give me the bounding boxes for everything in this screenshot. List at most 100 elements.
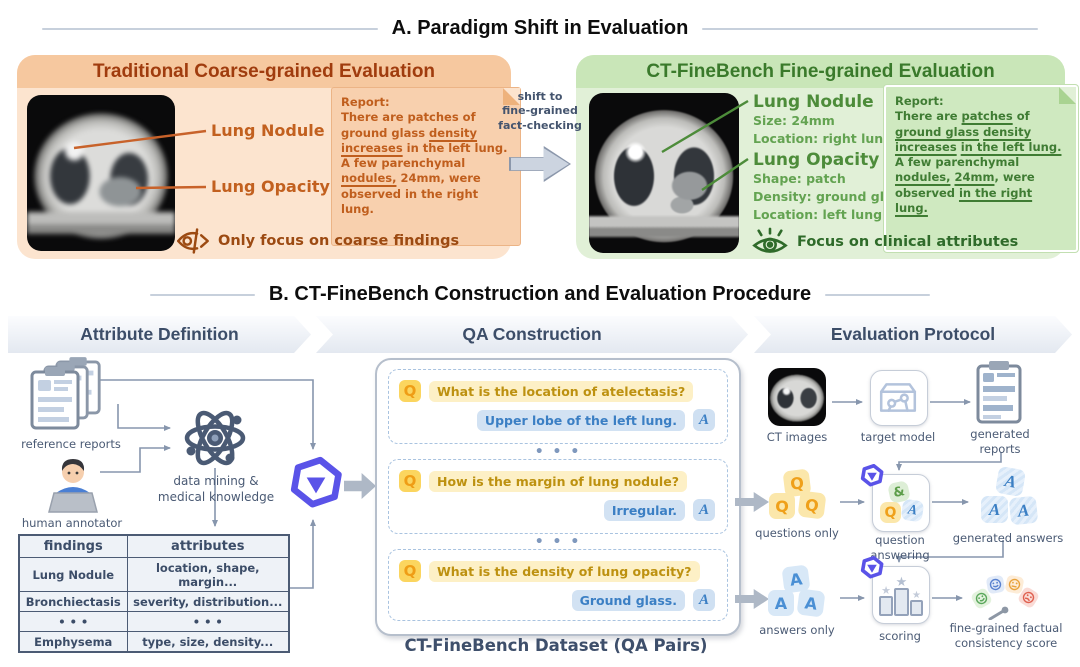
table-row: Emphysema type, size, density... [18, 631, 290, 653]
ct-image-coarse [27, 95, 175, 251]
qa-pair-card: Q What is the density of lung opacity? G… [388, 549, 728, 621]
fine-label-lung-opacity: Lung Opacity [753, 150, 880, 170]
report-body: There are patches of ground glass densit… [341, 110, 508, 216]
section-b-title: B. CT-FineBench Construction and Evaluat… [268, 283, 812, 305]
gauge-needle [988, 606, 1009, 620]
coarse-footer-text: Only focus on coarse findings [218, 233, 460, 249]
question-answering-icon: & Q A [872, 474, 930, 532]
findings-attributes-table: findings attributes Lung Nodule location… [18, 534, 290, 653]
qa-dataset-caption: CT-FineBench Dataset (QA Pairs) [404, 636, 708, 655]
coarse-report-note: Report: There are patches of ground glas… [331, 87, 521, 246]
report-body: There are patches of ground glass densit… [895, 109, 1062, 215]
table-row: Bronchiectasis severity, distribution... [18, 591, 290, 612]
eye-slash-icon [177, 228, 209, 254]
qa-dataset-box: Q What is the location of atelectasis? U… [375, 358, 741, 636]
answer-row: Irregular. A [389, 499, 715, 521]
section-a-header: A. Paradigm Shift in Evaluation [0, 17, 1080, 40]
finding-cell: Lung Nodule [18, 557, 128, 592]
finding-cell: Bronchiectasis [18, 591, 128, 612]
question-row: Q What is the density of lung opacity? [399, 560, 727, 582]
q-block: Q [769, 493, 795, 519]
a-badge: A [693, 409, 715, 431]
attributes-cell: type, size, density... [126, 631, 290, 653]
svg-text:★: ★ [881, 584, 891, 597]
finding-cell: Emphysema [18, 631, 128, 653]
fine-footer: Focus on clinical attributes [750, 226, 1018, 258]
column-header-findings: findings [18, 534, 128, 558]
llm-logo-icon [290, 456, 342, 508]
target-model-label: target model [860, 430, 936, 444]
a-tile: A [900, 498, 925, 523]
finebench-eval-title: CT-FineBench Fine-grained Evaluation [576, 55, 1065, 88]
human-annotator-label: human annotator [21, 516, 123, 530]
q-block: Q [797, 490, 827, 520]
gauge-segment-green [969, 586, 994, 611]
generated-reports-label: generated reports [970, 427, 1030, 456]
reference-reports-icon [30, 356, 122, 436]
question-text: What is the location of atelectasis? [429, 380, 694, 402]
q-badge: Q [399, 380, 421, 402]
shift-label: shift to fine-grained fact-checking [498, 90, 582, 132]
question-row: Q What is the location of atelectasis? [399, 380, 727, 402]
column-header-attributes: attributes [126, 534, 290, 558]
a-block: A [1008, 495, 1039, 526]
traditional-eval-title: Traditional Coarse-grained Evaluation [17, 55, 511, 88]
stage-label: Attribute Definition [80, 324, 239, 344]
svg-text:★: ★ [912, 590, 921, 601]
attributes-cell: severity, distribution... [126, 591, 290, 612]
reference-reports-label: reference reports [21, 437, 121, 451]
coarse-footer: Only focus on coarse findings [175, 226, 459, 256]
a-block: A [981, 496, 1008, 523]
a-badge: A [693, 499, 715, 521]
gauge-segment-blue [985, 574, 1006, 595]
answers-only-label: answers only [759, 623, 835, 637]
fine-label-lung-nodule: Lung Nodule [753, 92, 874, 112]
stage-label: Evaluation Protocol [830, 324, 996, 344]
report-heading: Report: [341, 95, 390, 109]
stage-attribute-definition: Attribute Definition [8, 316, 311, 353]
section-a-title: A. Paradigm Shift in Evaluation [391, 17, 689, 39]
data-mining-label: data mining & medical knowledge [157, 474, 275, 504]
table-header-row: findings attributes [18, 534, 290, 558]
model-glyph [879, 383, 917, 412]
ct-thumb [768, 368, 826, 426]
divider-line [150, 293, 255, 296]
consistency-score-label: fine-grained factual consistency score [949, 621, 1063, 650]
q-tile: Q [880, 502, 901, 523]
q-badge: Q [399, 470, 421, 492]
answer-row: Upper lobe of the left lung. A [389, 409, 715, 431]
question-row: Q How is the margin of lung nodule? [399, 470, 727, 492]
generated-reports-icon [976, 361, 1022, 424]
a-block: A [796, 588, 826, 618]
logo-to-qa-arrow-icon [344, 473, 376, 499]
a-block: A [994, 465, 1027, 498]
ct-scan-sharp [589, 93, 739, 253]
human-annotator-icon [48, 459, 98, 513]
eye-lashes-icon [752, 227, 788, 253]
coarse-label-lung-nodule: Lung Nodule [211, 121, 325, 140]
data-mining-icon [184, 410, 246, 466]
q-badge: Q [399, 560, 421, 582]
answer-text: Ground glass. [571, 589, 685, 611]
podium-stars-glyph: ★ ★ ★ [879, 575, 923, 616]
consistency-gauge-icon [969, 574, 1041, 620]
ct-images-label: CT images [766, 430, 828, 444]
divider-line [702, 27, 1038, 30]
questions-only-label: questions only [755, 526, 839, 540]
svg-text:★: ★ [896, 575, 908, 590]
target-model-icon [870, 370, 928, 426]
ct-scan-blurry [27, 95, 175, 251]
stage-label: QA Construction [462, 324, 602, 344]
ellipsis-dots: • • • [534, 444, 582, 460]
a-badge: A [693, 589, 715, 611]
divider-line [825, 293, 931, 296]
ct-images-icon [768, 368, 826, 426]
llm-logo-mini-icon [860, 464, 884, 487]
shift-arrow-icon [509, 146, 571, 182]
question-text: What is the density of lung opacity? [429, 560, 700, 582]
arrow-fill [511, 148, 569, 180]
question-answering-label: question answering [870, 533, 930, 562]
gauge-segment-orange [1004, 574, 1025, 595]
stage-evaluation-protocol: Evaluation Protocol [754, 316, 1072, 353]
